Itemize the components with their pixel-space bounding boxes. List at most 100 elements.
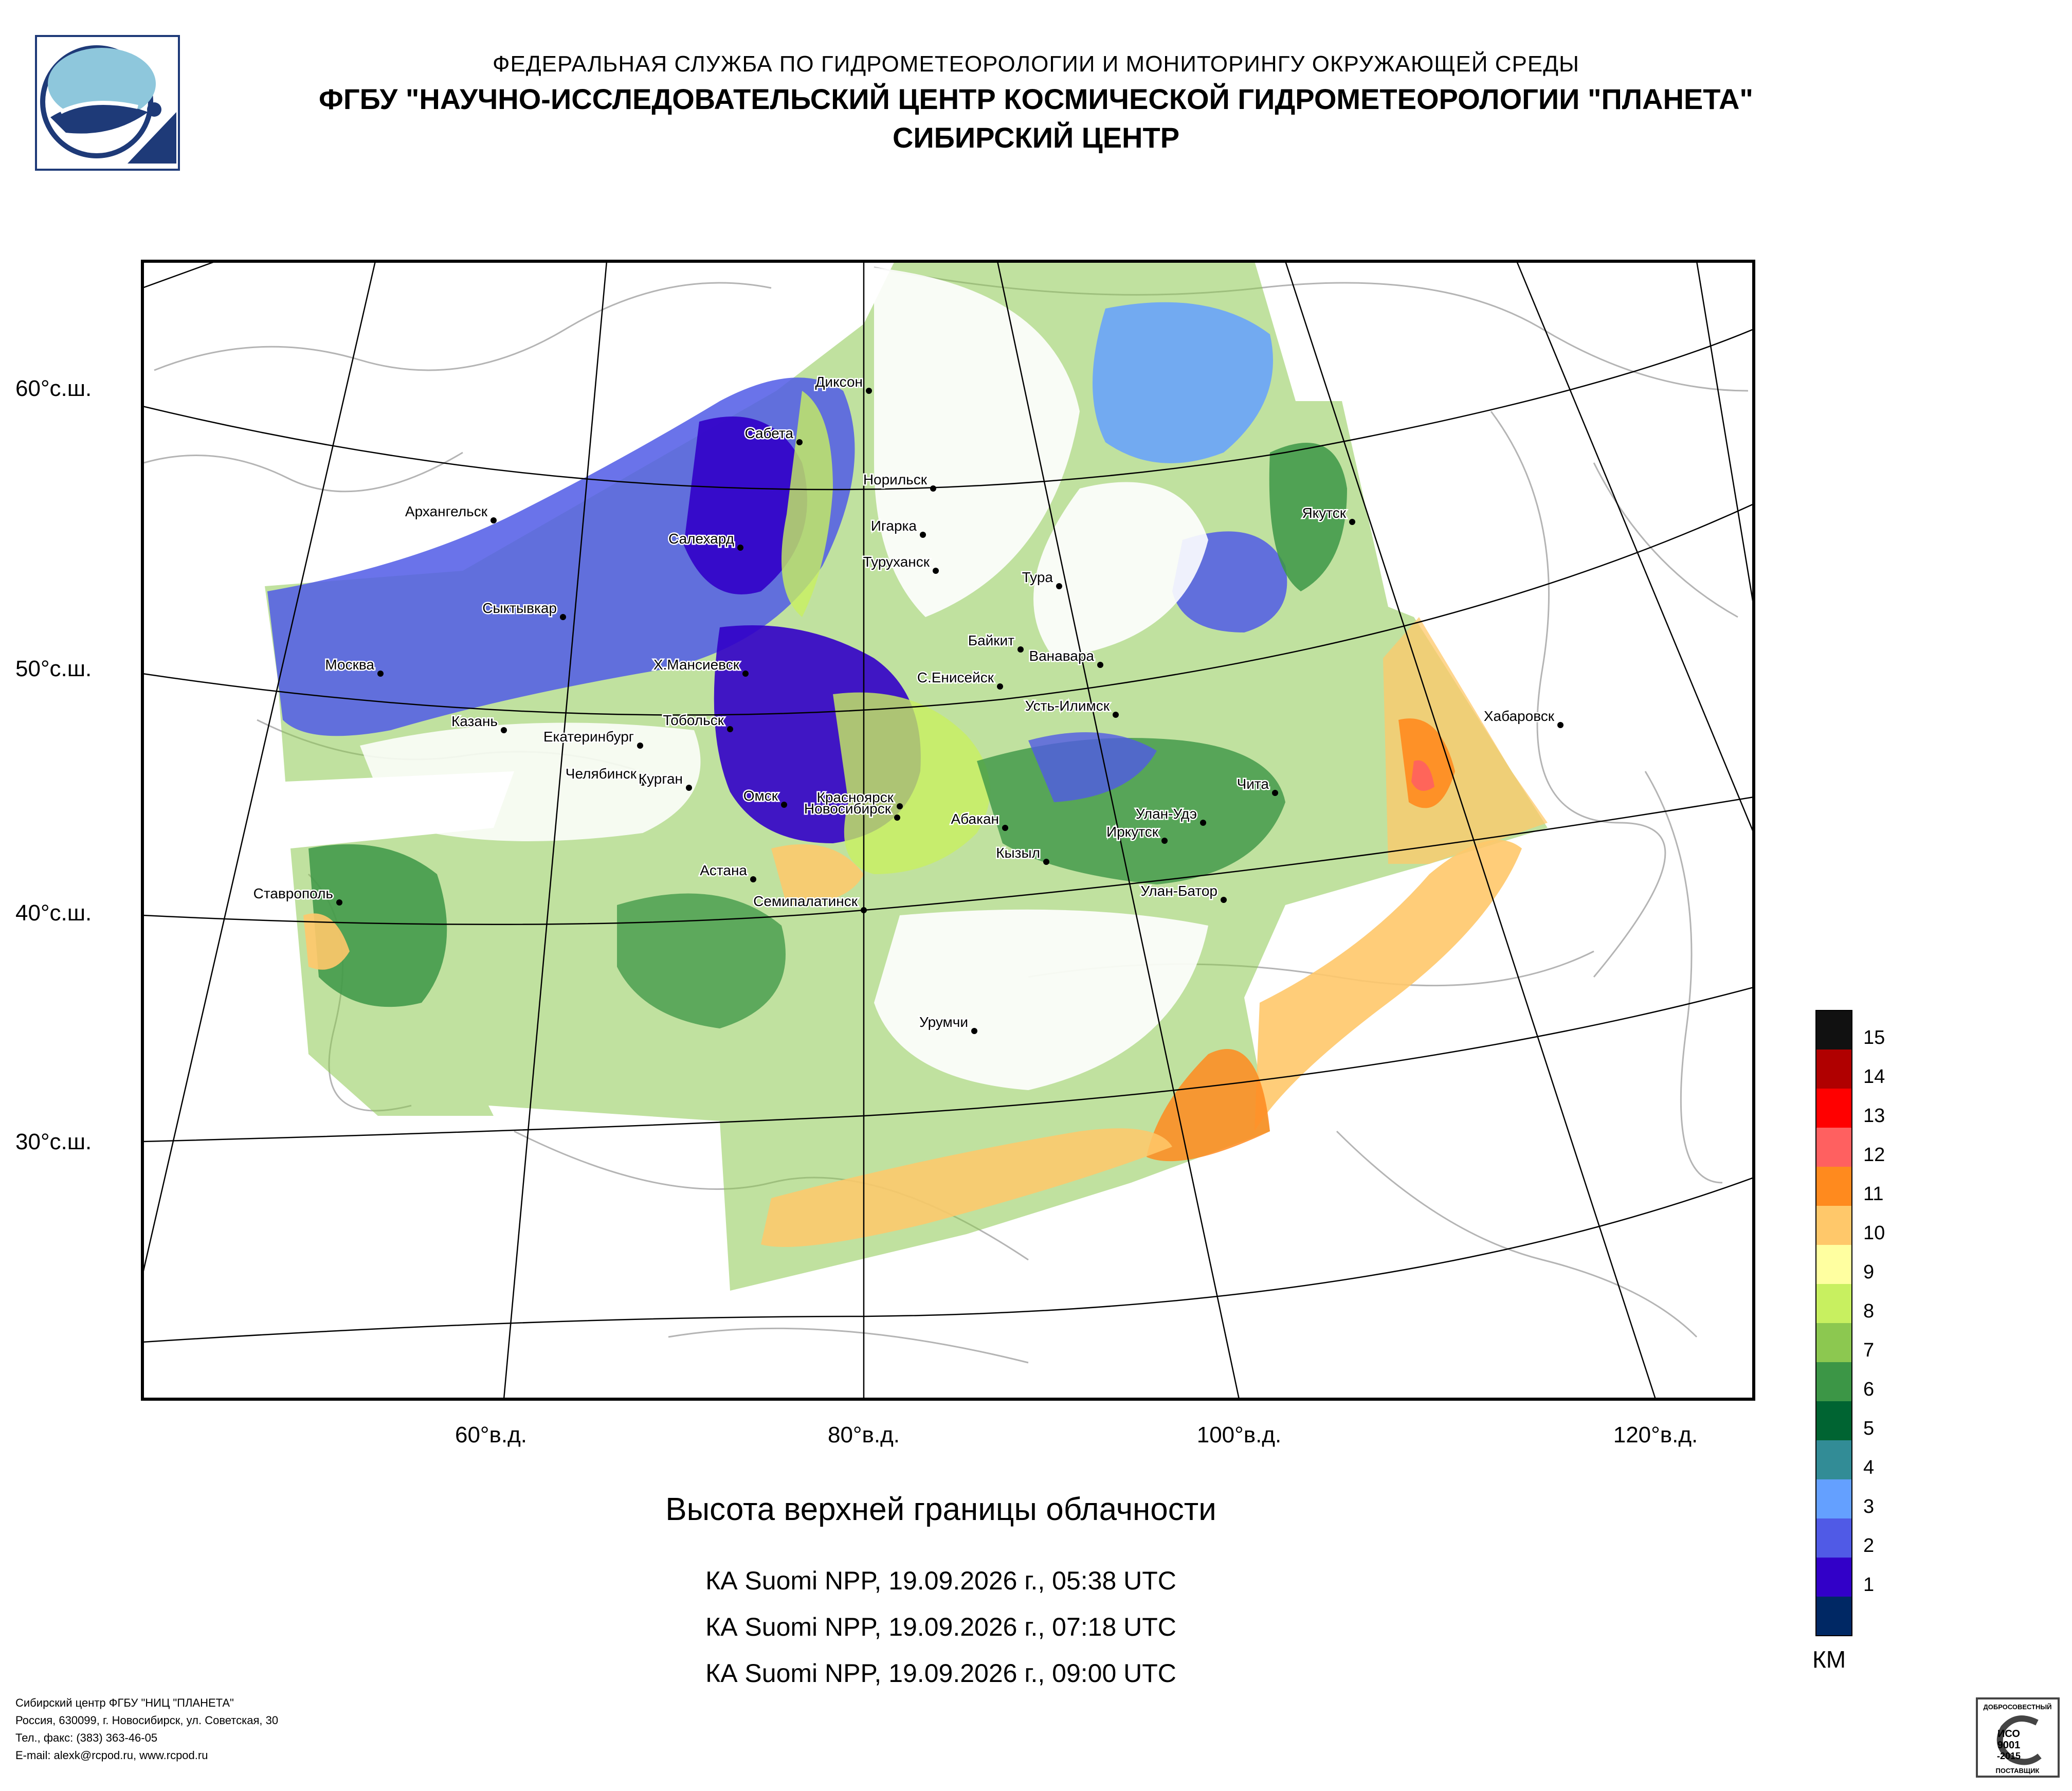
legend-swatch — [1816, 1245, 1852, 1284]
city-marker — [377, 671, 384, 677]
legend-border — [1815, 1010, 1852, 1636]
city-marker — [796, 439, 803, 445]
planeta-logo — [35, 35, 180, 171]
lon-label: 80°в.д. — [828, 1422, 900, 1448]
legend-swatch — [1816, 1206, 1852, 1245]
lat-label: 60°с.ш. — [15, 376, 92, 401]
lon-label: 60°в.д. — [455, 1422, 527, 1448]
center-title: СИБИРСКИЙ ЦЕНТР — [892, 121, 1180, 154]
city-label: Салехард — [668, 531, 734, 547]
city-marker — [1043, 859, 1049, 865]
city-marker — [737, 545, 743, 551]
footer-address: Россия, 630099, г. Новосибирск, ул. Сове… — [15, 1714, 279, 1727]
city-label: Х.Мансиевск — [653, 657, 740, 673]
city-label: С.Енисейск — [917, 670, 994, 685]
city-label: Якутск — [1302, 505, 1346, 521]
legend-label: 8 — [1863, 1300, 1874, 1322]
city-label: Тура — [1022, 569, 1053, 585]
city-label: Улан-Батор — [1140, 883, 1217, 899]
cloud-swath — [265, 261, 1548, 1291]
city-marker — [640, 780, 646, 786]
city-marker — [971, 1028, 977, 1034]
footer-phone: Тел., факс: (383) 363-46-05 — [15, 1731, 158, 1744]
agency-title: ФЕДЕРАЛЬНАЯ СЛУЖБА ПО ГИДРОМЕТЕОРОЛОГИИ … — [493, 51, 1579, 77]
satellite-pass: КА Suomi NPP, 19.09.2026 г., 05:38 UTC — [705, 1566, 1176, 1595]
city-marker — [894, 815, 900, 821]
legend-swatch — [1816, 1050, 1852, 1089]
legend-swatch — [1816, 1558, 1852, 1597]
graticule — [142, 261, 1754, 1399]
legend-label: 2 — [1863, 1535, 1874, 1557]
city-marker — [997, 683, 1003, 690]
city-label: Екатеринбург — [543, 729, 634, 745]
city-marker — [1161, 838, 1168, 844]
city-marker — [920, 532, 926, 538]
legend-swatch — [1816, 1597, 1852, 1636]
city-marker — [1200, 820, 1206, 826]
stamp-year: -2015 — [1997, 1751, 2021, 1761]
legend-label: 4 — [1863, 1457, 1874, 1478]
city-label: Абакан — [951, 811, 999, 827]
satellite-pass: КА Suomi NPP, 19.09.2026 г., 07:18 UTC — [705, 1613, 1176, 1641]
city-marker — [560, 614, 566, 620]
map-area: Диксон Сабета Норильск Игарка Туруханск Тура А… — [142, 261, 1754, 1399]
city-marker — [637, 743, 643, 749]
legend-label: 9 — [1863, 1261, 1874, 1283]
legend-label: 11 — [1863, 1183, 1883, 1205]
city-label: Казань — [451, 713, 498, 729]
city-marker — [336, 899, 342, 906]
height-legend: 15 14 13 12 11 10 9 8 7 6 5 4 3 2 1 — [1815, 1010, 1885, 1636]
city-label: Диксон — [815, 374, 863, 390]
legend-swatch — [1816, 1128, 1852, 1167]
city-marker — [1272, 790, 1278, 796]
institute-title: ФГБУ "НАУЧНО-ИССЛЕДОВАТЕЛЬСКИЙ ЦЕНТР КОС… — [319, 83, 1753, 115]
satellite-pass: КА Suomi NPP, 19.09.2026 г., 09:00 UTC — [705, 1659, 1176, 1688]
city-label: Архангельск — [405, 503, 488, 519]
city-label: Ставрополь — [253, 885, 333, 901]
city-marker — [781, 802, 787, 808]
lat-label: 40°с.ш. — [15, 900, 92, 926]
city-marker — [866, 388, 872, 394]
city-marker — [1221, 897, 1227, 903]
city-marker — [1349, 519, 1355, 525]
legend-label: 3 — [1863, 1496, 1874, 1517]
city-label: Семипалатинск — [753, 893, 858, 909]
legend-swatch — [1816, 1284, 1852, 1323]
city-label: Иркутск — [1106, 824, 1159, 840]
legend-label: 10 — [1863, 1222, 1885, 1244]
city-label: Норильск — [863, 472, 928, 487]
lat-label: 30°с.ш. — [15, 1129, 92, 1154]
city-marker — [1017, 646, 1024, 653]
contact-footer: Сибирский центр ФГБУ "НИЦ "ПЛАНЕТА" Росс… — [15, 1694, 278, 1764]
city-label: Улан-Удэ — [1136, 806, 1197, 822]
city-label: Москва — [325, 657, 374, 673]
city-marker — [750, 876, 756, 882]
city-label: Игарка — [871, 518, 917, 534]
city-label: Омск — [743, 788, 778, 804]
city-marker — [1097, 662, 1103, 668]
legend-swatch — [1816, 1479, 1852, 1518]
legend-label: 7 — [1863, 1340, 1874, 1361]
city-label: Кызыл — [996, 845, 1040, 861]
cities: Диксон Сабета Норильск Игарка Туруханск Тура А… — [252, 373, 1564, 1034]
stamp-standard: 9001 — [1997, 1740, 2021, 1751]
city-marker — [490, 517, 497, 523]
city-marker — [1056, 583, 1062, 589]
legend-swatch — [1816, 1362, 1852, 1401]
city-marker — [742, 671, 749, 677]
legend-label: 5 — [1863, 1418, 1874, 1439]
city-marker — [1557, 722, 1564, 728]
legend-label: 13 — [1863, 1105, 1885, 1127]
city-label: Челябинск — [566, 766, 637, 782]
city-marker — [501, 727, 507, 733]
legend-label: 14 — [1863, 1066, 1885, 1088]
city-label: Байкит — [968, 632, 1014, 648]
city-label: Курган — [639, 771, 683, 787]
legend-swatch — [1816, 1518, 1852, 1558]
latitude-labels: 60°с.ш. 50°с.ш. 40°с.ш. 30°с.ш. — [15, 376, 92, 1154]
legend-unit: КМ — [1812, 1646, 1846, 1673]
product-caption: Высота верхней границы облачности — [665, 1492, 1216, 1527]
city-label: Новосибирск — [804, 801, 892, 817]
city-label: Чита — [1237, 776, 1269, 792]
